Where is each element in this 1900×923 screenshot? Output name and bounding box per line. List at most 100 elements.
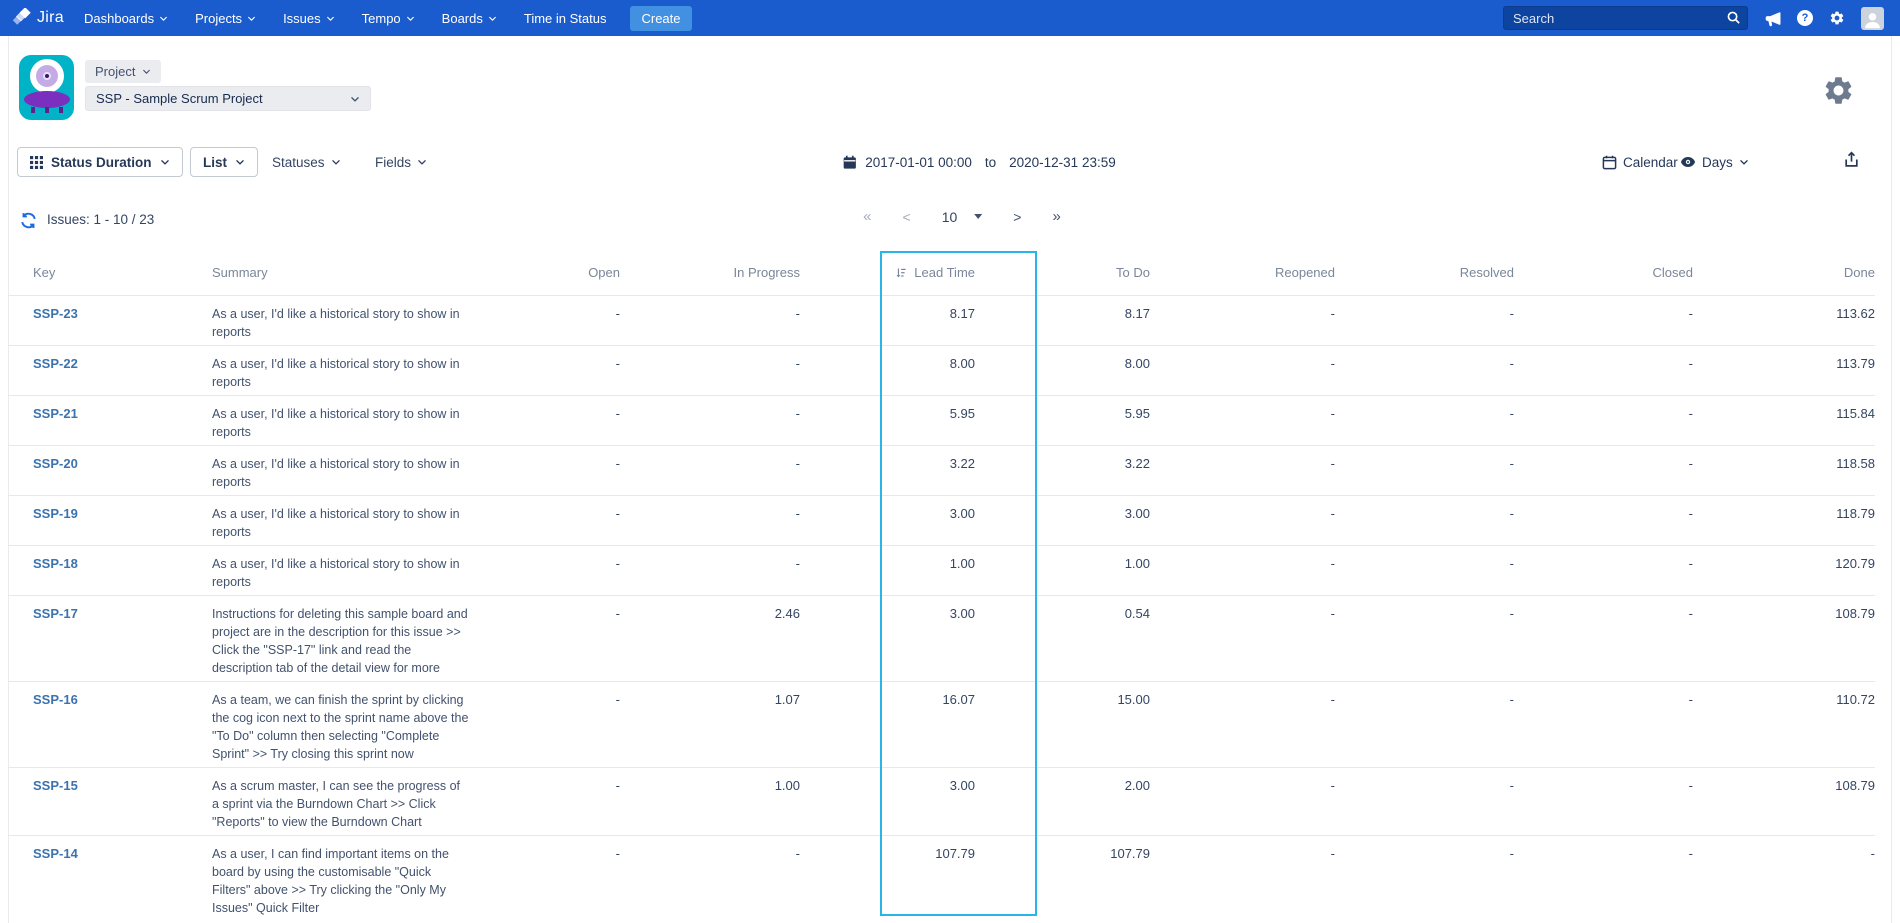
search-input[interactable] bbox=[1503, 6, 1748, 30]
issue-summary: As a user, I'd like a historical story t… bbox=[183, 444, 476, 495]
date-to-word: to bbox=[984, 154, 997, 170]
cell-open: - bbox=[476, 766, 620, 835]
announcements-icon[interactable] bbox=[1764, 10, 1781, 27]
table-row: SSP-20 As a user, I'd like a historical s… bbox=[8, 444, 1875, 495]
column-header-label: Key bbox=[33, 264, 56, 280]
issue-key-link[interactable]: SSP-17 bbox=[33, 605, 78, 621]
jira-wordmark[interactable]: Jira bbox=[37, 9, 64, 26]
cell-in-progress: - bbox=[620, 294, 800, 345]
export-button[interactable] bbox=[1843, 151, 1860, 171]
issue-key-link[interactable]: SSP-16 bbox=[33, 691, 78, 707]
column-header-done[interactable]: Done bbox=[1693, 250, 1875, 295]
help-icon[interactable]: ? bbox=[1797, 10, 1813, 26]
column-header-in-progress[interactable]: In Progress bbox=[620, 250, 800, 295]
column-header-label: Summary bbox=[212, 264, 268, 280]
statuses-dropdown[interactable]: Statuses bbox=[272, 147, 341, 177]
create-button[interactable]: Create bbox=[630, 5, 692, 31]
nav-item-label: Boards bbox=[441, 10, 483, 26]
issue-key-link[interactable]: SSP-22 bbox=[33, 355, 78, 371]
cell-to-do: 107.79 bbox=[975, 834, 1150, 921]
cell-resolved: - bbox=[1335, 444, 1514, 495]
pagination-next-button[interactable]: > bbox=[1013, 208, 1022, 225]
date-to: 2020-12-31 23:59 bbox=[1009, 154, 1116, 170]
jira-logo-icon[interactable] bbox=[12, 8, 32, 28]
cell-in-progress: - bbox=[620, 344, 800, 395]
user-avatar[interactable] bbox=[1861, 6, 1884, 30]
table-row: SSP-23 As a user, I'd like a historical s… bbox=[8, 294, 1875, 345]
issue-key-link[interactable]: SSP-18 bbox=[33, 555, 78, 571]
nav-search bbox=[1503, 6, 1748, 30]
chevron-down-icon bbox=[143, 69, 151, 74]
issue-key-link[interactable]: SSP-15 bbox=[33, 777, 78, 793]
settings-gear-icon[interactable] bbox=[1822, 74, 1855, 112]
cell-resolved: - bbox=[1335, 594, 1514, 681]
issue-key-link[interactable]: SSP-23 bbox=[33, 305, 78, 321]
column-header-resolved[interactable]: Resolved bbox=[1335, 250, 1514, 295]
cell-lead-time: 3.00 bbox=[800, 494, 975, 545]
chevron-down-icon bbox=[351, 96, 359, 101]
column-header-key[interactable]: Key bbox=[8, 250, 183, 295]
issue-key-link[interactable]: SSP-21 bbox=[33, 405, 78, 421]
cell-to-do: 8.00 bbox=[975, 344, 1150, 395]
date-range-picker[interactable]: 2017-01-01 00:00 to 2020-12-31 23:59 bbox=[842, 147, 1116, 177]
project-select[interactable]: SSP - Sample Scrum Project bbox=[85, 86, 371, 111]
refresh-button[interactable] bbox=[20, 212, 37, 232]
fields-dropdown[interactable]: Fields bbox=[375, 147, 427, 177]
search-icon[interactable] bbox=[1726, 10, 1741, 30]
cell-in-progress: - bbox=[620, 544, 800, 595]
column-header-label: Done bbox=[1843, 264, 1875, 280]
column-header-reopened[interactable]: Reopened bbox=[1150, 250, 1335, 295]
column-header-lead-time[interactable]: Lead Time bbox=[800, 250, 975, 295]
column-header-to-do[interactable]: To Do bbox=[975, 250, 1150, 295]
cell-open: - bbox=[476, 444, 620, 495]
table-row: SSP-16 As a team, we can finish the sprin… bbox=[8, 680, 1875, 767]
issues-table: Key Summary Open In Progress Lead Time To Do R… bbox=[8, 250, 1875, 921]
eye-icon bbox=[1681, 157, 1695, 167]
cell-done: 113.62 bbox=[1693, 294, 1875, 345]
issue-key-link[interactable]: SSP-19 bbox=[33, 505, 78, 521]
page-size-dropdown[interactable]: 10 bbox=[942, 209, 983, 225]
cell-in-progress: - bbox=[620, 394, 800, 445]
column-header-open[interactable]: Open bbox=[476, 250, 620, 295]
nav-item-dashboards[interactable]: Dashboards bbox=[84, 11, 168, 26]
pagination-last-button[interactable]: » bbox=[1052, 208, 1061, 225]
pagination-prev-button[interactable]: < bbox=[902, 208, 911, 225]
chevron-down-icon bbox=[406, 16, 414, 21]
project-scope-button[interactable]: Project bbox=[85, 60, 162, 83]
cell-reopened: - bbox=[1150, 344, 1335, 395]
nav-item-boards[interactable]: Boards bbox=[442, 11, 497, 26]
time-unit-dropdown[interactable]: Days bbox=[1680, 147, 1749, 177]
cell-closed: - bbox=[1514, 680, 1693, 767]
issue-summary: Instructions for deleting this sample bo… bbox=[183, 594, 476, 681]
nav-item-issues[interactable]: Issues bbox=[283, 11, 335, 26]
cell-resolved: - bbox=[1335, 394, 1514, 445]
cell-open: - bbox=[476, 594, 620, 681]
nav-item-projects[interactable]: Projects bbox=[195, 11, 256, 26]
cell-done: 118.79 bbox=[1693, 494, 1875, 545]
column-header-label: Closed bbox=[1652, 264, 1693, 280]
cell-closed: - bbox=[1514, 834, 1693, 921]
column-header-summary[interactable]: Summary bbox=[183, 250, 476, 295]
cell-reopened: - bbox=[1150, 294, 1335, 345]
chevron-down-icon bbox=[1740, 160, 1748, 165]
cell-done: 110.72 bbox=[1693, 680, 1875, 767]
cell-reopened: - bbox=[1150, 544, 1335, 595]
cell-lead-time: 107.79 bbox=[800, 834, 975, 921]
cell-reopened: - bbox=[1150, 494, 1335, 545]
cell-to-do: 15.00 bbox=[975, 680, 1150, 767]
column-header-closed[interactable]: Closed bbox=[1514, 250, 1693, 295]
pagination-first-button[interactable]: « bbox=[863, 208, 872, 225]
calendar-type-dropdown[interactable]: Calendar bbox=[1602, 147, 1694, 177]
chevron-down-icon bbox=[331, 160, 340, 165]
issue-key-link[interactable]: SSP-20 bbox=[33, 455, 78, 471]
app-avatar bbox=[19, 55, 74, 120]
top-navbar: Jira Dashboards Projects Issues Tempo Boards… bbox=[0, 0, 1900, 36]
nav-item-time-in-status[interactable]: Time in Status bbox=[524, 11, 607, 26]
issue-key-link[interactable]: SSP-14 bbox=[33, 845, 78, 861]
report-type-button[interactable]: Status Duration bbox=[17, 147, 183, 177]
view-type-button[interactable]: List bbox=[190, 147, 259, 177]
column-header-label: To Do bbox=[1116, 264, 1150, 280]
issues-count-label: Issues: 1 - 10 / 23 bbox=[47, 212, 155, 227]
nav-item-tempo[interactable]: Tempo bbox=[362, 11, 415, 26]
nav-gear-icon[interactable] bbox=[1829, 10, 1845, 26]
